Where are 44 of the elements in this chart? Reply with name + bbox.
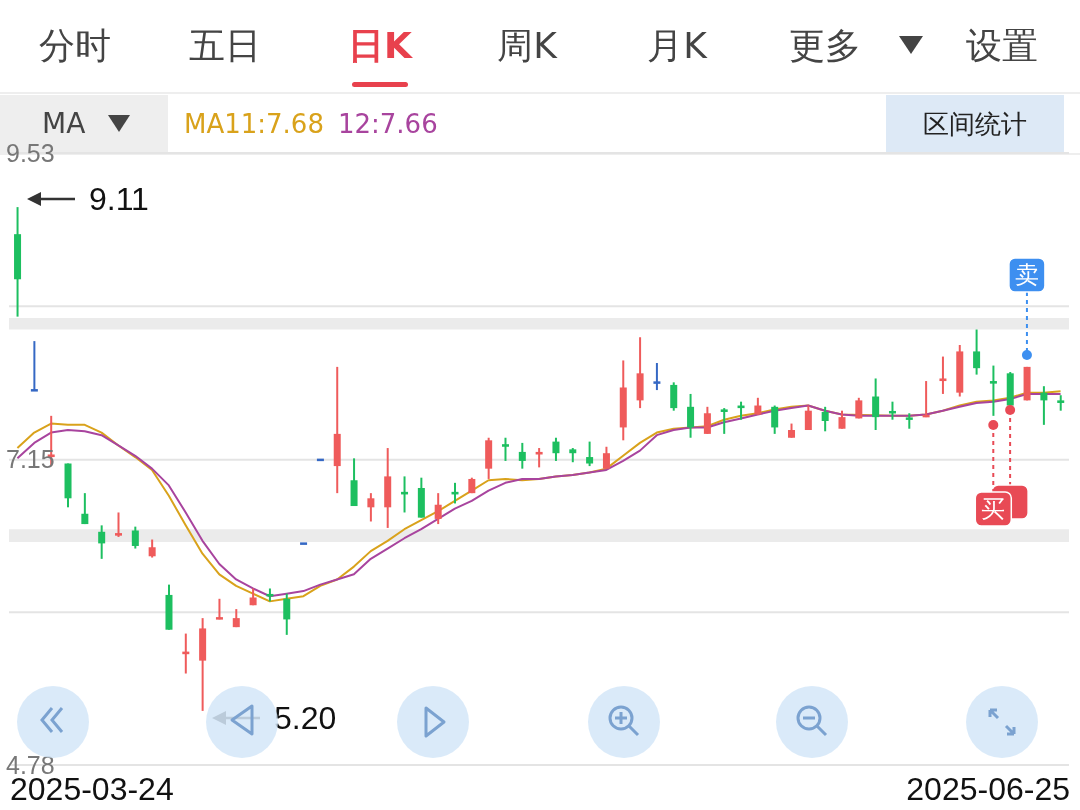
candlestick	[653, 362, 661, 392]
candlestick	[939, 355, 947, 395]
candlestick	[81, 492, 89, 526]
candlestick	[804, 404, 812, 432]
candlestick	[771, 404, 779, 435]
candlestick	[30, 340, 38, 392]
candlestick	[1040, 385, 1048, 426]
candlestick	[586, 440, 594, 468]
text: 日K	[347, 24, 414, 68]
text: 周K	[496, 24, 559, 68]
text: 分时	[38, 24, 112, 68]
candlestick	[552, 436, 560, 462]
text: 区间统计	[886, 95, 1064, 153]
annotation: 9.11	[89, 181, 149, 218]
candlestick	[283, 592, 291, 636]
annotation: 卖	[1014, 261, 1039, 290]
candlestick	[115, 511, 122, 538]
candlestick	[821, 405, 829, 433]
candlestick	[148, 538, 156, 559]
text: 设置	[965, 24, 1039, 68]
candlestick	[687, 392, 695, 439]
candlestick	[720, 407, 728, 435]
text: 2025-06-25	[906, 771, 1070, 807]
text: MA11:7.68	[184, 109, 324, 139]
annotation: 买	[981, 495, 1006, 524]
candlestick	[367, 492, 375, 523]
candlestick	[989, 364, 997, 417]
candlestick	[215, 597, 223, 621]
candlestick	[501, 436, 509, 462]
candlestick	[98, 524, 106, 560]
text: 更多	[788, 24, 862, 68]
text: 五日	[188, 24, 262, 68]
candlestick	[131, 525, 139, 550]
text: 月K	[646, 24, 709, 68]
candlestick	[838, 409, 846, 430]
candlestick	[872, 377, 880, 432]
candlestick	[670, 381, 678, 412]
candlestick	[602, 445, 610, 470]
candlestick	[973, 328, 981, 376]
text: 12:7.66	[337, 109, 438, 139]
candlestick	[434, 492, 442, 526]
annotation: 5.20	[274, 700, 337, 737]
candlestick	[703, 405, 711, 435]
candlestick	[518, 441, 526, 470]
